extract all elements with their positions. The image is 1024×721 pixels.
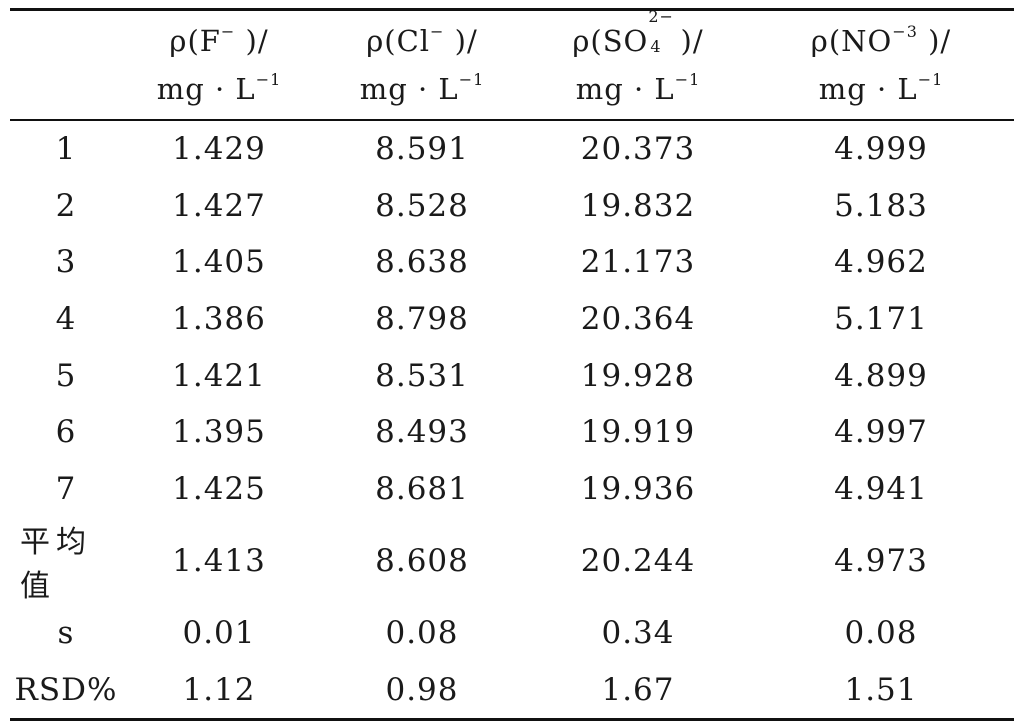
cell-nitrate: 5.183 bbox=[834, 187, 928, 224]
cell-sulfate: 19.919 bbox=[580, 414, 696, 451]
header-sulfate: ρ(SO 2− 4 )/ mg · L−1 bbox=[528, 9, 748, 121]
cell-fluoride: 1.425 bbox=[172, 470, 266, 507]
cell-chloride: 8.638 bbox=[375, 244, 469, 281]
header-chloride: ρ(Cl− )/ mg · L−1 bbox=[316, 11, 528, 121]
cell-chloride: 8.591 bbox=[375, 131, 469, 168]
cell-nitrate: 0.08 bbox=[844, 615, 918, 652]
top-rule bbox=[10, 8, 1014, 12]
header-fluoride: ρ(F− )/ mg · L−1 bbox=[122, 11, 316, 121]
table-row: 6 1.395 8.493 19.919 4.997 bbox=[10, 404, 1014, 461]
cell-nitrate: 1.51 bbox=[748, 661, 1014, 721]
cell-sulfate: 0.34 bbox=[601, 615, 675, 652]
cell-fluoride: 1.12 bbox=[122, 661, 316, 721]
cell-nitrate: 4.899 bbox=[834, 357, 928, 394]
row-label-rsd: RSD% bbox=[10, 661, 122, 721]
cell-sulfate: 1.67 bbox=[528, 661, 748, 721]
table-row: 3 1.405 8.638 21.173 4.962 bbox=[10, 234, 1014, 291]
cell-nitrate: 4.973 bbox=[834, 543, 928, 580]
header-row: ρ(F− )/ mg · L−1 ρ(Cl− )/ mg · L−1 ρ(SO 2… bbox=[10, 9, 1014, 121]
row-label: 3 bbox=[55, 244, 77, 281]
cell-fluoride: 0.01 bbox=[182, 615, 256, 652]
row-label: 2 bbox=[55, 187, 77, 224]
cell-sulfate: 19.936 bbox=[580, 470, 696, 507]
cell-sulfate: 19.832 bbox=[580, 187, 696, 224]
table-row-mean: 平均值 1.413 8.608 20.244 4.973 bbox=[10, 517, 1014, 605]
row-label: 5 bbox=[55, 357, 77, 394]
cell-chloride: 0.08 bbox=[385, 615, 459, 652]
table-row: 4 1.386 8.798 20.364 5.171 bbox=[10, 291, 1014, 348]
cell-chloride: 8.493 bbox=[375, 414, 469, 451]
cell-sulfate: 20.364 bbox=[580, 301, 696, 338]
row-label: 6 bbox=[55, 414, 77, 451]
row-label: 1 bbox=[55, 131, 77, 168]
cell-chloride: 8.528 bbox=[375, 187, 469, 224]
table-row: 5 1.421 8.531 19.928 4.899 bbox=[10, 347, 1014, 404]
cell-fluoride: 1.405 bbox=[172, 244, 266, 281]
table-row: 7 1.425 8.681 19.936 4.941 bbox=[10, 461, 1014, 518]
cell-chloride: 8.681 bbox=[375, 470, 469, 507]
row-label-std-dev: s bbox=[57, 615, 75, 652]
cell-sulfate: 19.928 bbox=[580, 357, 696, 394]
cell-chloride: 0.98 bbox=[316, 661, 528, 721]
cell-fluoride: 1.429 bbox=[172, 131, 266, 168]
cell-nitrate: 5.171 bbox=[834, 301, 928, 338]
cell-chloride: 8.531 bbox=[375, 357, 469, 394]
cell-sulfate: 21.173 bbox=[580, 244, 696, 281]
row-label-mean: 平均值 bbox=[20, 525, 92, 605]
table-row-std-dev: s 0.01 0.08 0.34 0.08 bbox=[10, 605, 1014, 662]
cell-sulfate: 20.373 bbox=[580, 131, 696, 168]
cell-fluoride: 1.386 bbox=[172, 301, 266, 338]
cell-fluoride: 1.427 bbox=[172, 187, 266, 224]
cell-nitrate: 4.962 bbox=[834, 244, 928, 281]
cell-fluoride: 1.421 bbox=[172, 357, 266, 394]
cell-fluoride: 1.395 bbox=[172, 414, 266, 451]
row-label: 4 bbox=[55, 301, 77, 338]
header-nitrate: ρ(NO−3 )/ mg · L−1 bbox=[748, 11, 1014, 121]
cell-sulfate: 20.244 bbox=[580, 543, 696, 580]
table-row: 1 1.429 8.591 20.373 4.999 bbox=[10, 120, 1014, 178]
cell-fluoride: 1.413 bbox=[172, 543, 266, 580]
cell-nitrate: 4.999 bbox=[834, 131, 928, 168]
cell-nitrate: 4.997 bbox=[834, 414, 928, 451]
cell-chloride: 8.798 bbox=[375, 301, 469, 338]
row-label: 7 bbox=[55, 470, 77, 507]
header-row-label bbox=[10, 11, 122, 121]
ion-concentration-table: ρ(F− )/ mg · L−1 ρ(Cl− )/ mg · L−1 ρ(SO 2… bbox=[10, 8, 1014, 721]
table-row-rsd: RSD% 1.12 0.98 1.67 1.51 bbox=[10, 661, 1014, 721]
table-row: 2 1.427 8.528 19.832 5.183 bbox=[10, 178, 1014, 235]
cell-chloride: 8.608 bbox=[375, 543, 469, 580]
cell-nitrate: 4.941 bbox=[834, 470, 928, 507]
data-table-container: ρ(F− )/ mg · L−1 ρ(Cl− )/ mg · L−1 ρ(SO 2… bbox=[10, 8, 1014, 721]
